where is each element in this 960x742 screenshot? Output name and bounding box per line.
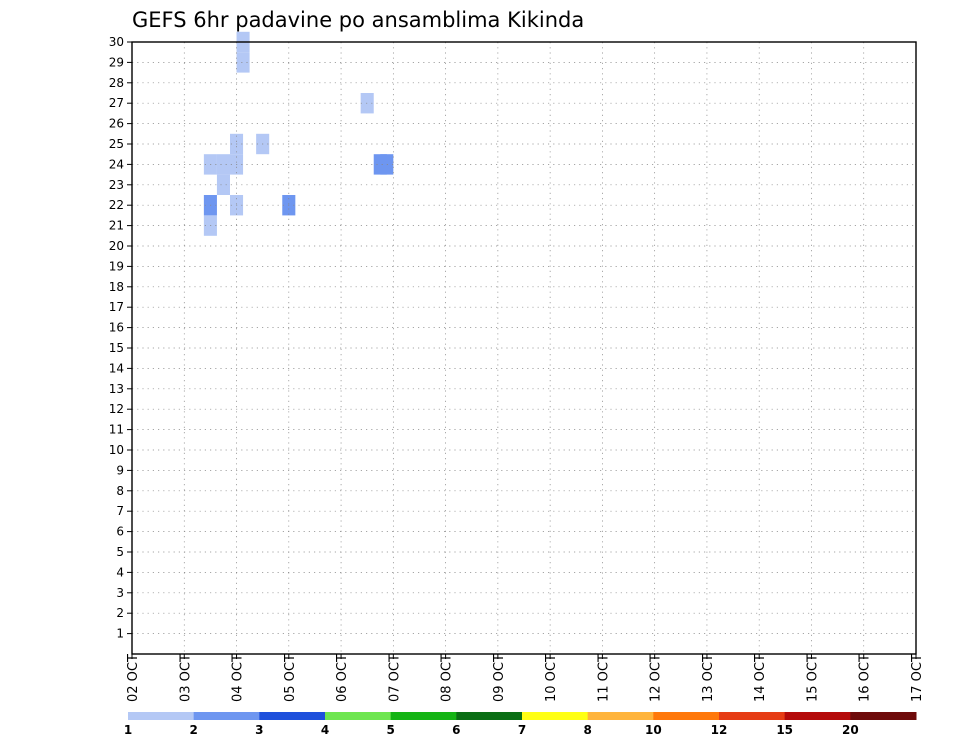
legend-label: 15	[776, 723, 793, 737]
y-tick-label: 11	[109, 423, 124, 437]
legend-swatch	[193, 712, 260, 720]
x-tick-label: 04 OCT	[231, 654, 246, 702]
y-tick-label: 8	[116, 484, 124, 498]
legend-label: 6	[452, 723, 460, 737]
y-tick-label: 12	[109, 402, 124, 416]
y-tick-label: 20	[109, 239, 124, 253]
legend-label: 7	[518, 723, 526, 737]
y-tick-label: 2	[116, 606, 124, 620]
y-tick-label: 9	[116, 463, 124, 477]
legend-label: 20	[842, 723, 859, 737]
y-tick-label: 19	[109, 259, 124, 273]
x-tick-label: 12 OCT	[649, 654, 664, 702]
y-tick-label: 21	[109, 219, 124, 233]
y-tick-label: 4	[116, 565, 124, 579]
y-tick-label: 6	[116, 525, 124, 539]
y-tick-label: 17	[109, 300, 124, 314]
x-tick-label: 02 OCT	[126, 654, 141, 702]
legend-label: 5	[386, 723, 394, 737]
legend-label: 12	[711, 723, 728, 737]
legend-swatch	[522, 712, 589, 720]
legend-label: 1	[124, 723, 132, 737]
x-tick-label: 11 OCT	[596, 654, 611, 702]
legend-swatch	[259, 712, 326, 720]
x-tick-label: 17 OCT	[910, 654, 925, 702]
x-tick-label: 03 OCT	[178, 654, 193, 702]
legend-swatch	[128, 712, 195, 720]
y-tick-label: 3	[116, 586, 124, 600]
y-tick-label: 26	[109, 117, 124, 131]
legend-swatch	[653, 712, 720, 720]
y-tick-label: 22	[109, 198, 124, 212]
y-tick-label: 24	[109, 157, 124, 171]
y-tick-label: 25	[109, 137, 124, 151]
legend: 1 2 3 4 5 6 7 8 10 12 15 20	[124, 712, 917, 737]
x-tick-label: 16 OCT	[858, 654, 873, 702]
y-tick-label: 1	[116, 627, 124, 641]
data-cell	[236, 52, 250, 73]
y-tick-label: 29	[109, 55, 124, 69]
y-tick-label: 16	[109, 321, 124, 335]
legend-swatch	[587, 712, 654, 720]
y-tick-label: 14	[109, 361, 124, 375]
y-tick-label: 27	[109, 96, 124, 110]
legend-label: 3	[255, 723, 263, 737]
y-tick-label: 10	[109, 443, 124, 457]
y-axis: 1234567891011121314151617181920212223242…	[109, 35, 132, 641]
legend-label: 10	[645, 723, 662, 737]
x-tick-label: 06 OCT	[335, 654, 350, 702]
y-tick-label: 23	[109, 178, 124, 192]
x-tick-label: 13 OCT	[701, 654, 716, 702]
legend-swatch	[390, 712, 457, 720]
grid-layer	[131, 41, 917, 654]
y-tick-label: 18	[109, 280, 124, 294]
x-tick-label: 05 OCT	[283, 654, 298, 702]
x-tick-label: 09 OCT	[492, 654, 507, 702]
data-cell	[216, 154, 230, 175]
x-tick-label: 14 OCT	[753, 654, 768, 702]
x-axis: 02 OCT 03 OCT 04 OCT 05 OCT 06 OCT 07 OCT 08 O…	[126, 654, 925, 702]
y-tick-label: 7	[116, 504, 124, 518]
y-tick-label: 30	[109, 35, 124, 49]
legend-swatch	[850, 712, 917, 720]
x-tick-label: 08 OCT	[440, 654, 455, 702]
x-tick-label: 10 OCT	[544, 654, 559, 702]
y-tick-label: 5	[116, 545, 124, 559]
legend-swatch	[719, 712, 786, 720]
y-tick-label: 28	[109, 76, 124, 90]
legend-label: 2	[189, 723, 197, 737]
chart-title: GEFS 6hr padavine po ansamblima Kikinda	[132, 8, 584, 32]
data-cell	[216, 174, 230, 195]
y-tick-label: 13	[109, 382, 124, 396]
legend-swatch	[325, 712, 392, 720]
x-tick-label: 15 OCT	[805, 654, 820, 702]
legend-swatch	[784, 712, 851, 720]
x-tick-label: 07 OCT	[387, 654, 402, 702]
legend-label: 8	[583, 723, 591, 737]
y-tick-label: 15	[109, 341, 124, 355]
legend-label: 4	[321, 723, 329, 737]
legend-swatch	[456, 712, 523, 720]
